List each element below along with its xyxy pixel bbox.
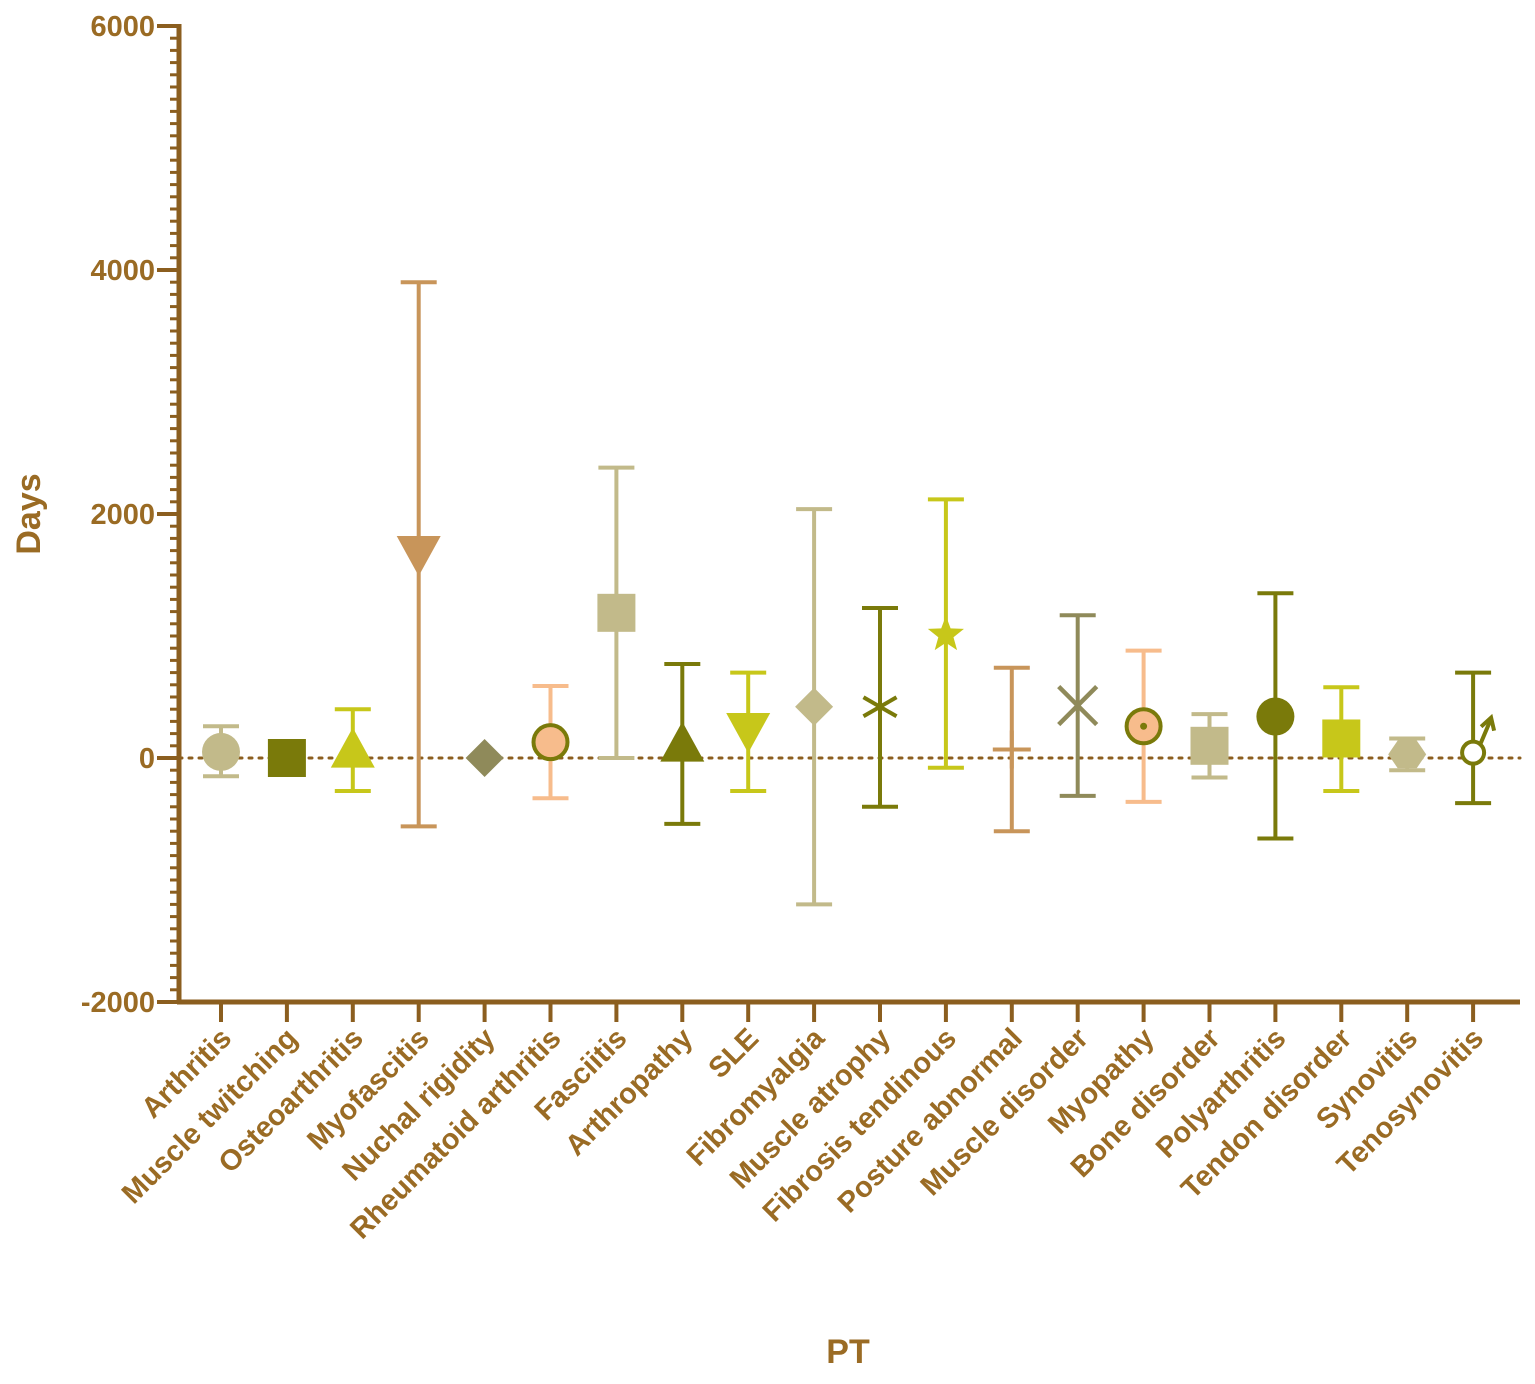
data-point-group bbox=[531, 684, 570, 801]
marker-square bbox=[1190, 726, 1229, 765]
data-point-group bbox=[1190, 712, 1229, 780]
data-point-group bbox=[202, 724, 240, 779]
data-point-group bbox=[992, 665, 1031, 834]
marker-cross-stroke bbox=[1057, 684, 1099, 727]
y-tick-label: 6000 bbox=[90, 11, 155, 43]
data-point-group bbox=[795, 507, 834, 907]
data-point-group bbox=[726, 670, 771, 793]
data-point-group bbox=[1455, 670, 1497, 806]
marker-male-ring bbox=[1460, 739, 1487, 766]
data-point-group bbox=[1388, 736, 1427, 773]
data-series bbox=[202, 280, 1497, 907]
marker-square bbox=[1322, 719, 1361, 758]
marker-circle-ring bbox=[531, 723, 570, 762]
y-axis-tick-labels: -2000 0 2000 4000 6000 bbox=[81, 11, 155, 1019]
data-point-group bbox=[597, 465, 636, 760]
data-point-group bbox=[660, 662, 705, 826]
marker-triangle-down bbox=[726, 712, 771, 753]
marker-male-arrow-head bbox=[1479, 713, 1497, 732]
data-point-group bbox=[1322, 685, 1361, 793]
y-tick-label: -2000 bbox=[81, 987, 155, 1019]
data-point-group bbox=[330, 707, 375, 793]
x-axis-ticks bbox=[219, 1002, 1476, 1022]
data-point-group bbox=[267, 739, 306, 777]
marker-star bbox=[927, 615, 964, 651]
data-point-group bbox=[396, 280, 441, 829]
marker-circle bbox=[202, 732, 240, 771]
data-point-group bbox=[1124, 648, 1163, 804]
marker-asterisk-stroke bbox=[862, 695, 898, 718]
marker-diamond bbox=[795, 687, 834, 726]
marker-square bbox=[267, 739, 306, 777]
marker-circle bbox=[1256, 697, 1295, 736]
y-tick-label: 0 bbox=[139, 743, 155, 775]
marker-hexagon bbox=[1388, 740, 1427, 769]
data-point-group bbox=[862, 605, 898, 809]
marker-male-arrow-shaft bbox=[1478, 717, 1493, 746]
marker-triangle-up bbox=[330, 727, 375, 768]
y-tick-label: 2000 bbox=[90, 499, 155, 531]
y-axis-major-ticks bbox=[157, 24, 179, 1004]
data-point-group bbox=[1057, 613, 1099, 798]
marker-square bbox=[597, 593, 636, 632]
data-point-group bbox=[927, 497, 964, 770]
data-point-group bbox=[1256, 591, 1295, 841]
marker-triangle-down bbox=[396, 536, 441, 577]
y-tick-label: 4000 bbox=[90, 255, 155, 287]
marker-diamond bbox=[465, 739, 504, 777]
marker-center-dot bbox=[1140, 722, 1148, 730]
data-point-group bbox=[465, 739, 504, 777]
y-axis-title: Days bbox=[10, 473, 48, 554]
x-axis-title: PT bbox=[826, 1333, 870, 1371]
marker-triangle-up bbox=[660, 721, 705, 762]
